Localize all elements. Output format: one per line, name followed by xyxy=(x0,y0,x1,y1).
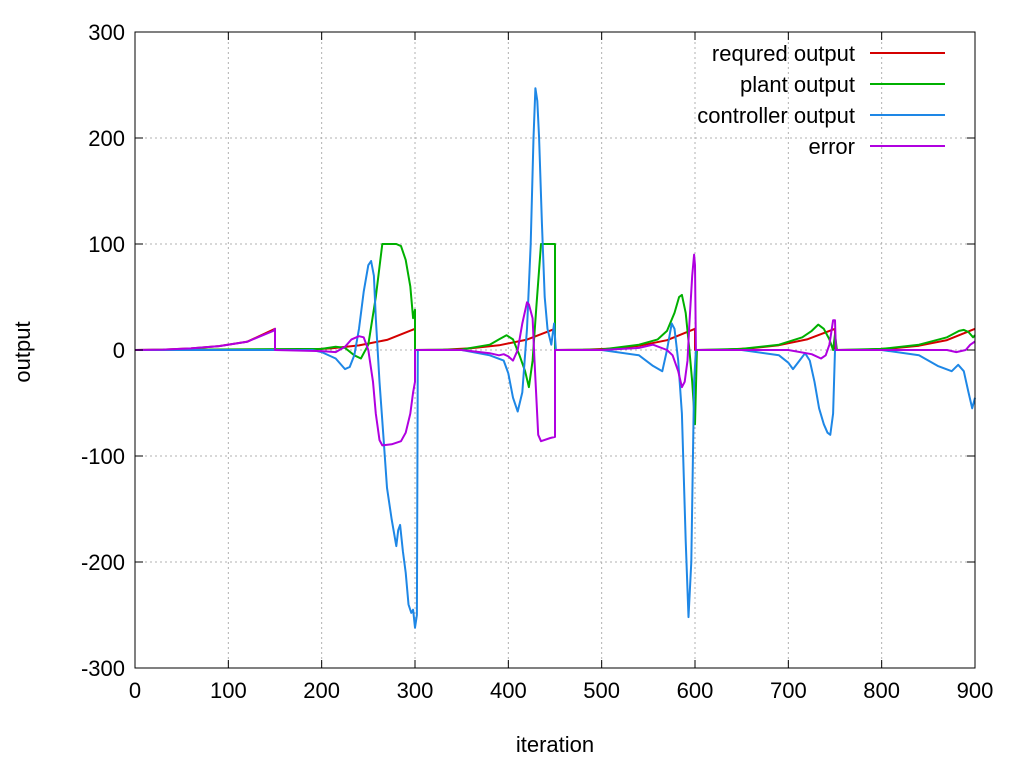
legend-label-plant-output: plant output xyxy=(740,72,855,97)
legend-label-error: error xyxy=(809,134,855,159)
grid xyxy=(135,32,975,668)
x-tick-label: 400 xyxy=(490,678,527,703)
x-tick-label: 600 xyxy=(677,678,714,703)
y-tick-label: 100 xyxy=(88,232,125,257)
legend-label-requred-output: requred output xyxy=(712,41,855,66)
x-axis-title: iteration xyxy=(516,732,594,757)
series-line-error xyxy=(134,253,976,447)
plot-series xyxy=(134,87,976,629)
y-tick-label: -100 xyxy=(81,444,125,469)
y-axis-ticks: 300 200 100 0 -100 -200 -300 xyxy=(81,20,975,681)
x-tick-label: 0 xyxy=(129,678,141,703)
x-tick-label: 700 xyxy=(770,678,807,703)
y-tick-label: 200 xyxy=(88,126,125,151)
x-tick-label: 800 xyxy=(863,678,900,703)
legend: requred output plant output controller out… xyxy=(697,41,945,159)
series-line-controller-output xyxy=(135,87,976,629)
y-tick-label: 300 xyxy=(88,20,125,45)
y-tick-label: 0 xyxy=(113,338,125,363)
x-tick-label: 900 xyxy=(957,678,994,703)
y-tick-label: -200 xyxy=(81,550,125,575)
legend-label-controller-output: controller output xyxy=(697,103,855,128)
x-tick-label: 500 xyxy=(583,678,620,703)
x-axis-ticks: 0 100 200 300 400 500 600 700 800 900 xyxy=(129,32,993,703)
x-tick-label: 100 xyxy=(210,678,247,703)
x-tick-label: 200 xyxy=(303,678,340,703)
x-tick-label: 300 xyxy=(397,678,434,703)
y-axis-title: output xyxy=(10,321,35,382)
y-tick-label: -300 xyxy=(81,656,125,681)
